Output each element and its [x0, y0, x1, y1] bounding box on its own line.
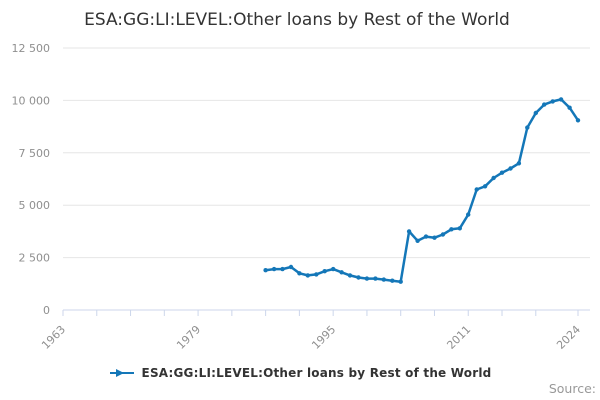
data-point[interactable] [390, 278, 395, 283]
data-point[interactable] [271, 266, 277, 272]
data-point[interactable] [482, 184, 488, 189]
data-point[interactable] [423, 234, 429, 239]
data-point[interactable] [415, 238, 420, 243]
axis-labels: 0 2 500 5 000 7 500 10 000 12 500 1963 1979 1995… [12, 42, 584, 352]
data-point[interactable] [331, 266, 336, 272]
data-point[interactable] [356, 275, 361, 280]
data-point[interactable] [297, 271, 302, 276]
data-point[interactable] [398, 279, 403, 284]
line-chart: ESA:GG:LI:LEVEL:Other loans by Rest of t… [12, 10, 590, 352]
data-point[interactable] [288, 264, 294, 270]
y-axis-label: 12 500 [12, 42, 51, 55]
data-point[interactable] [575, 118, 581, 123]
data-point[interactable] [457, 226, 462, 231]
legend[interactable]: ESA:GG:LI:LEVEL:Other loans by Rest of t… [0, 363, 600, 383]
x-axis-label: 1963 [39, 323, 68, 352]
data-point[interactable] [466, 212, 471, 217]
y-axis-label: 10 000 [12, 94, 51, 107]
source-label: Source: [548, 381, 596, 396]
x-axis-label: 2011 [444, 323, 473, 352]
data-point[interactable] [533, 110, 538, 116]
data-point[interactable] [347, 273, 353, 278]
data-point[interactable] [381, 277, 386, 282]
data-point[interactable] [305, 273, 310, 278]
data-point[interactable] [567, 105, 572, 110]
legend-label: ESA:GG:LI:LEVEL:Other loans by Rest of t… [141, 366, 492, 380]
data-point[interactable] [314, 272, 319, 277]
y-axis-label: 7 500 [19, 147, 51, 160]
data-point[interactable] [280, 266, 285, 272]
y-axis-label: 2 500 [19, 252, 51, 265]
y-axis-label: 5 000 [19, 199, 51, 212]
series-layer[interactable] [263, 97, 581, 284]
line-arrow-marker-icon [109, 369, 134, 377]
axis-layer [62, 309, 590, 316]
x-axis-label: 2024 [554, 323, 583, 352]
data-point[interactable] [474, 187, 479, 192]
series-line[interactable] [264, 98, 580, 283]
data-point[interactable] [525, 125, 530, 130]
data-point[interactable] [558, 97, 564, 102]
data-point[interactable] [508, 166, 513, 171]
data-point[interactable] [322, 269, 327, 274]
data-point[interactable] [449, 227, 454, 232]
data-point[interactable] [516, 161, 522, 166]
chart-title: ESA:GG:LI:LEVEL:Other loans by Rest of t… [84, 10, 510, 30]
data-point[interactable] [339, 270, 344, 275]
data-point[interactable] [550, 99, 555, 104]
data-point[interactable] [406, 229, 412, 234]
x-axis-label: 1995 [309, 323, 338, 352]
data-point[interactable] [364, 276, 370, 281]
data-point[interactable] [499, 170, 505, 175]
data-point[interactable] [432, 235, 437, 240]
data-point[interactable] [491, 175, 496, 181]
x-axis-label: 1979 [174, 323, 203, 352]
data-point[interactable] [440, 232, 446, 237]
data-point[interactable] [373, 276, 378, 281]
data-point[interactable] [263, 268, 268, 273]
data-point[interactable] [542, 102, 547, 107]
y-axis-label: 0 [43, 304, 50, 317]
